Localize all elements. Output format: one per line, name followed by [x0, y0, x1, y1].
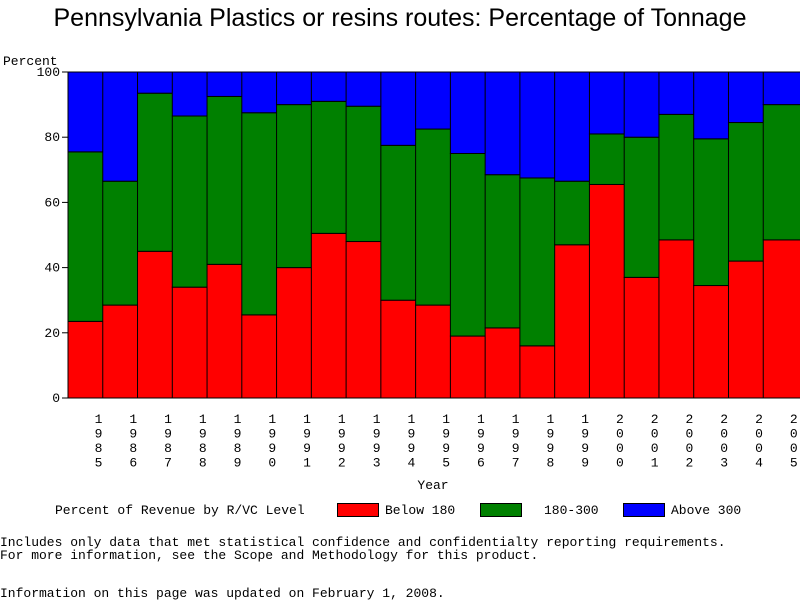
bar-2005-below-180: [762, 239, 800, 399]
y-tick-label-80: 80: [44, 130, 60, 145]
bars-group: [67, 71, 800, 399]
x-axis-label: Year: [417, 478, 449, 493]
footnote-updated: Information on this page was updated on …: [0, 586, 445, 601]
y-tick-label-40: 40: [44, 261, 60, 276]
footnote-methodology: For more information, see the Scope and …: [0, 548, 539, 563]
bar-2005-180-300: [762, 104, 800, 241]
bar-2005-above-300: [762, 71, 800, 106]
legend-title: Percent of Revenue by R/VC Level: [55, 503, 305, 518]
chart-title: Pennsylvania Plastics or resins routes: …: [53, 4, 747, 32]
x-axis: 1 9 8 5 1 9 8 6 1 9 8 7 1 9 8 8 1 9 8 9 1 9 9 0 1 9 9 1 1 9 9 2 1 9 9 3 1 9 9 4…: [68, 397, 798, 471]
y-axis: 0 20 40 60 80 100: [37, 65, 69, 406]
footnote-confidence: Includes only data that met statistical …: [0, 535, 726, 550]
y-tick-label-60: 60: [44, 195, 60, 210]
y-axis-label: Percent: [3, 54, 58, 69]
y-tick-label-0: 0: [52, 391, 60, 406]
legend-swatch-180-300: [480, 503, 522, 517]
legend-swatch-above-300: [623, 503, 665, 517]
legend-label-below-180: Below 180: [385, 503, 456, 518]
legend: Percent of Revenue by R/VC Level Below 1…: [0, 502, 800, 522]
legend-label-180-300: 180-300: [544, 503, 599, 518]
stacked-bar-chart: 0 20 40 60 80 100 1 9 8 5 1 9 8 6 1 9 8 7 1 9 8 8 1 9 8 9 1 9 9 0 1 9 9…: [37, 65, 800, 471]
y-tick-label-100: 100: [37, 65, 60, 80]
y-tick-label-20: 20: [44, 326, 60, 341]
legend-swatch-below-180: [337, 503, 379, 517]
legend-label-above-300: Above 300: [671, 503, 742, 518]
